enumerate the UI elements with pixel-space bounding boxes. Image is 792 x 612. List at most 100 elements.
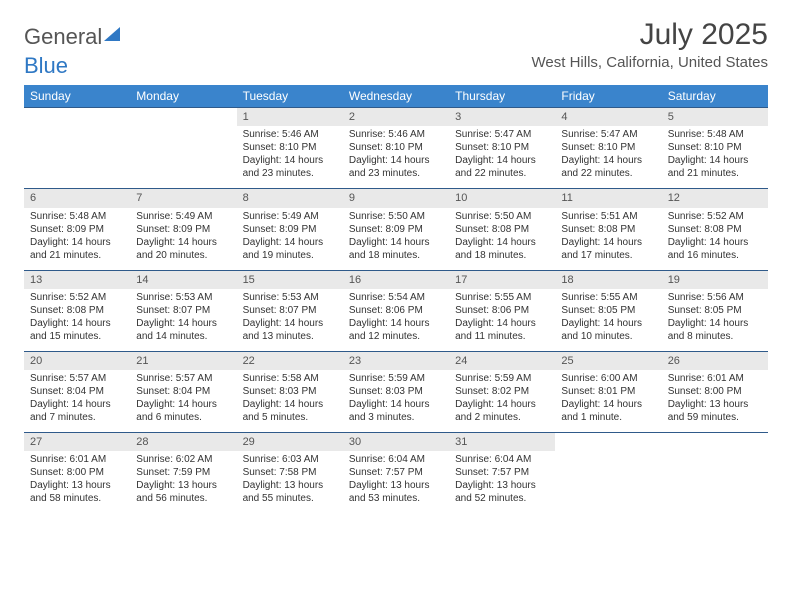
calendar-cell: 9Sunrise: 5:50 AMSunset: 8:09 PMDaylight… — [343, 188, 449, 269]
weekday-header: Sunday — [24, 85, 130, 107]
calendar-cell: 31Sunrise: 6:04 AMSunset: 7:57 PMDayligh… — [449, 432, 555, 513]
day-number: 9 — [343, 188, 449, 207]
day-body: Sunrise: 5:55 AMSunset: 8:05 PMDaylight:… — [555, 289, 661, 351]
calendar-cell: 3Sunrise: 5:47 AMSunset: 8:10 PMDaylight… — [449, 107, 555, 188]
calendar-cell — [24, 107, 130, 188]
day-body: Sunrise: 5:53 AMSunset: 8:07 PMDaylight:… — [130, 289, 236, 351]
calendar-cell: 20Sunrise: 5:57 AMSunset: 8:04 PMDayligh… — [24, 351, 130, 432]
calendar-cell — [130, 107, 236, 188]
calendar-cell: 30Sunrise: 6:04 AMSunset: 7:57 PMDayligh… — [343, 432, 449, 513]
calendar-cell: 8Sunrise: 5:49 AMSunset: 8:09 PMDaylight… — [237, 188, 343, 269]
day-number: 14 — [130, 270, 236, 289]
weekday-header: Thursday — [449, 85, 555, 107]
calendar-cell: 6Sunrise: 5:48 AMSunset: 8:09 PMDaylight… — [24, 188, 130, 269]
calendar-cell: 11Sunrise: 5:51 AMSunset: 8:08 PMDayligh… — [555, 188, 661, 269]
day-number: 25 — [555, 351, 661, 370]
day-number: 8 — [237, 188, 343, 207]
logo-text-2: Blue — [24, 53, 68, 79]
day-body: Sunrise: 5:50 AMSunset: 8:09 PMDaylight:… — [343, 208, 449, 270]
day-body: Sunrise: 5:51 AMSunset: 8:08 PMDaylight:… — [555, 208, 661, 270]
logo: General — [24, 18, 120, 50]
calendar-head: SundayMondayTuesdayWednesdayThursdayFrid… — [24, 85, 768, 107]
day-number: 26 — [662, 351, 768, 370]
calendar-cell: 13Sunrise: 5:52 AMSunset: 8:08 PMDayligh… — [24, 270, 130, 351]
day-number: 29 — [237, 432, 343, 451]
calendar-week: 1Sunrise: 5:46 AMSunset: 8:10 PMDaylight… — [24, 107, 768, 188]
day-body: Sunrise: 6:03 AMSunset: 7:58 PMDaylight:… — [237, 451, 343, 513]
day-number: 4 — [555, 107, 661, 126]
calendar-cell: 25Sunrise: 6:00 AMSunset: 8:01 PMDayligh… — [555, 351, 661, 432]
weekday-header: Tuesday — [237, 85, 343, 107]
calendar-cell: 14Sunrise: 5:53 AMSunset: 8:07 PMDayligh… — [130, 270, 236, 351]
day-number: 18 — [555, 270, 661, 289]
weekday-header: Friday — [555, 85, 661, 107]
calendar-cell: 1Sunrise: 5:46 AMSunset: 8:10 PMDaylight… — [237, 107, 343, 188]
calendar-cell: 28Sunrise: 6:02 AMSunset: 7:59 PMDayligh… — [130, 432, 236, 513]
day-body: Sunrise: 6:01 AMSunset: 8:00 PMDaylight:… — [662, 370, 768, 432]
calendar-cell: 26Sunrise: 6:01 AMSunset: 8:00 PMDayligh… — [662, 351, 768, 432]
day-number: 6 — [24, 188, 130, 207]
day-number: 10 — [449, 188, 555, 207]
day-number: 30 — [343, 432, 449, 451]
calendar-cell: 5Sunrise: 5:48 AMSunset: 8:10 PMDaylight… — [662, 107, 768, 188]
day-body: Sunrise: 6:04 AMSunset: 7:57 PMDaylight:… — [343, 451, 449, 513]
calendar-cell: 16Sunrise: 5:54 AMSunset: 8:06 PMDayligh… — [343, 270, 449, 351]
day-body: Sunrise: 5:48 AMSunset: 8:10 PMDaylight:… — [662, 126, 768, 188]
day-number: 22 — [237, 351, 343, 370]
calendar-body: 1Sunrise: 5:46 AMSunset: 8:10 PMDaylight… — [24, 107, 768, 513]
day-body: Sunrise: 6:00 AMSunset: 8:01 PMDaylight:… — [555, 370, 661, 432]
calendar-cell: 21Sunrise: 5:57 AMSunset: 8:04 PMDayligh… — [130, 351, 236, 432]
calendar-week: 6Sunrise: 5:48 AMSunset: 8:09 PMDaylight… — [24, 188, 768, 269]
day-body: Sunrise: 5:52 AMSunset: 8:08 PMDaylight:… — [662, 208, 768, 270]
calendar-cell: 17Sunrise: 5:55 AMSunset: 8:06 PMDayligh… — [449, 270, 555, 351]
day-body: Sunrise: 5:57 AMSunset: 8:04 PMDaylight:… — [24, 370, 130, 432]
calendar-cell: 27Sunrise: 6:01 AMSunset: 8:00 PMDayligh… — [24, 432, 130, 513]
day-body: Sunrise: 6:01 AMSunset: 8:00 PMDaylight:… — [24, 451, 130, 513]
calendar-week: 27Sunrise: 6:01 AMSunset: 8:00 PMDayligh… — [24, 432, 768, 513]
day-body: Sunrise: 5:49 AMSunset: 8:09 PMDaylight:… — [237, 208, 343, 270]
day-number: 11 — [555, 188, 661, 207]
day-body: Sunrise: 5:47 AMSunset: 8:10 PMDaylight:… — [555, 126, 661, 188]
day-body: Sunrise: 5:47 AMSunset: 8:10 PMDaylight:… — [449, 126, 555, 188]
calendar-cell: 18Sunrise: 5:55 AMSunset: 8:05 PMDayligh… — [555, 270, 661, 351]
day-number: 19 — [662, 270, 768, 289]
day-body: Sunrise: 5:55 AMSunset: 8:06 PMDaylight:… — [449, 289, 555, 351]
location: West Hills, California, United States — [532, 54, 768, 71]
day-body: Sunrise: 5:50 AMSunset: 8:08 PMDaylight:… — [449, 208, 555, 270]
calendar-cell: 4Sunrise: 5:47 AMSunset: 8:10 PMDaylight… — [555, 107, 661, 188]
day-body: Sunrise: 5:52 AMSunset: 8:08 PMDaylight:… — [24, 289, 130, 351]
day-number: 7 — [130, 188, 236, 207]
calendar-cell: 12Sunrise: 5:52 AMSunset: 8:08 PMDayligh… — [662, 188, 768, 269]
day-number: 20 — [24, 351, 130, 370]
calendar-cell: 19Sunrise: 5:56 AMSunset: 8:05 PMDayligh… — [662, 270, 768, 351]
day-body: Sunrise: 6:04 AMSunset: 7:57 PMDaylight:… — [449, 451, 555, 513]
day-body: Sunrise: 5:46 AMSunset: 8:10 PMDaylight:… — [343, 126, 449, 188]
day-body: Sunrise: 5:53 AMSunset: 8:07 PMDaylight:… — [237, 289, 343, 351]
day-body: Sunrise: 5:56 AMSunset: 8:05 PMDaylight:… — [662, 289, 768, 351]
weekday-header: Monday — [130, 85, 236, 107]
calendar-table: SundayMondayTuesdayWednesdayThursdayFrid… — [24, 85, 768, 513]
calendar-cell: 24Sunrise: 5:59 AMSunset: 8:02 PMDayligh… — [449, 351, 555, 432]
weekday-header: Saturday — [662, 85, 768, 107]
day-body: Sunrise: 5:48 AMSunset: 8:09 PMDaylight:… — [24, 208, 130, 270]
day-body: Sunrise: 6:02 AMSunset: 7:59 PMDaylight:… — [130, 451, 236, 513]
calendar-week: 13Sunrise: 5:52 AMSunset: 8:08 PMDayligh… — [24, 270, 768, 351]
day-body: Sunrise: 5:59 AMSunset: 8:03 PMDaylight:… — [343, 370, 449, 432]
day-number: 24 — [449, 351, 555, 370]
calendar-cell: 29Sunrise: 6:03 AMSunset: 7:58 PMDayligh… — [237, 432, 343, 513]
calendar-week: 20Sunrise: 5:57 AMSunset: 8:04 PMDayligh… — [24, 351, 768, 432]
calendar-cell: 2Sunrise: 5:46 AMSunset: 8:10 PMDaylight… — [343, 107, 449, 188]
day-number: 16 — [343, 270, 449, 289]
day-number: 23 — [343, 351, 449, 370]
day-body: Sunrise: 5:46 AMSunset: 8:10 PMDaylight:… — [237, 126, 343, 188]
day-number: 2 — [343, 107, 449, 126]
logo-text-1: General — [24, 24, 102, 50]
day-body: Sunrise: 5:54 AMSunset: 8:06 PMDaylight:… — [343, 289, 449, 351]
day-number: 5 — [662, 107, 768, 126]
day-number: 12 — [662, 188, 768, 207]
calendar-cell: 22Sunrise: 5:58 AMSunset: 8:03 PMDayligh… — [237, 351, 343, 432]
day-number: 13 — [24, 270, 130, 289]
month-title: July 2025 — [532, 18, 768, 52]
weekday-header: Wednesday — [343, 85, 449, 107]
title-block: July 2025 West Hills, California, United… — [532, 18, 768, 71]
